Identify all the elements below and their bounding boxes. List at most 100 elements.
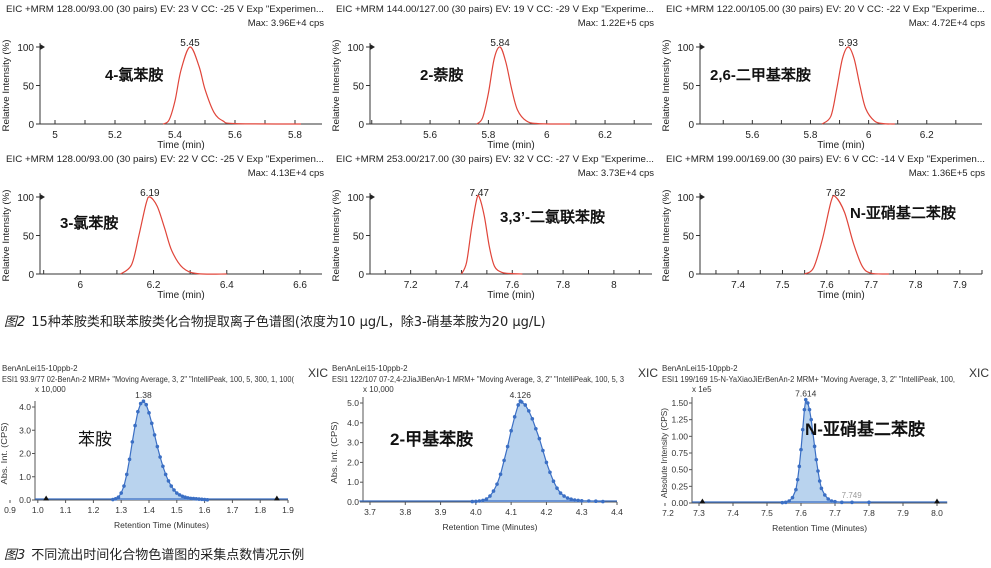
y-tick-label: 100 bbox=[677, 193, 694, 204]
x-tick-label: 5.6 bbox=[228, 130, 242, 141]
x-tick-label: 0.9 bbox=[4, 505, 16, 515]
x-tick-label: 7.4 bbox=[455, 280, 469, 291]
data-point bbox=[474, 499, 478, 504]
x-tick-label: 7.8 bbox=[556, 280, 570, 291]
x-tick-label: 4.1 bbox=[505, 507, 517, 517]
chromatogram-trace bbox=[821, 46, 895, 125]
data-point bbox=[780, 500, 785, 505]
data-point bbox=[163, 472, 168, 477]
xic-tag: XIC bbox=[308, 366, 328, 380]
compound-name: N-亚硝基二苯胺 bbox=[850, 204, 956, 222]
data-point bbox=[530, 417, 535, 421]
data-point bbox=[127, 457, 132, 462]
data-point bbox=[806, 401, 810, 405]
y-tick-label: 0 bbox=[688, 120, 694, 131]
data-point bbox=[183, 495, 187, 500]
x-tick-label: 5.8 bbox=[804, 130, 818, 141]
data-point bbox=[498, 472, 503, 477]
integration-marker-icon bbox=[934, 498, 940, 504]
data-point bbox=[122, 484, 126, 488]
y-tick-label: 3.0 bbox=[19, 425, 31, 435]
data-point bbox=[594, 499, 598, 504]
max-intensity: Max: 3.73E+4 cps bbox=[578, 168, 655, 179]
x-tick-label: 7.8 bbox=[909, 280, 923, 291]
peak-area bbox=[112, 401, 208, 500]
y-tick-label: 50 bbox=[353, 232, 365, 243]
data-point bbox=[202, 497, 207, 502]
x-tick-label: 6 bbox=[78, 280, 84, 291]
y-axis-label: Relative Intensity (%) bbox=[1, 190, 12, 282]
data-point bbox=[809, 417, 813, 422]
xic-tag: XIC bbox=[638, 366, 658, 380]
figure2-caption: 图2 15种苯胺类和联苯胺类化合物提取离子色谱图(浓度为10 μg/L，除3-硝基… bbox=[4, 311, 546, 330]
y-tick-label: 50 bbox=[683, 232, 695, 243]
data-point bbox=[186, 496, 190, 500]
compound-name: 2,6-二甲基苯胺 bbox=[710, 66, 811, 84]
x-axis-label: Retention Time (Minutes) bbox=[443, 522, 538, 532]
y-multiplier: x 10,000 bbox=[35, 385, 66, 394]
chart-title: ESI1 93.9/77 02-BenAn-2 MRM+ "Moving Ave… bbox=[2, 375, 294, 384]
y-axis-label: Abs. Int. (CPS) bbox=[330, 421, 339, 483]
data-point bbox=[565, 496, 570, 500]
data-point bbox=[130, 440, 135, 444]
peak-label: 6.19 bbox=[140, 188, 160, 199]
eic-chart: EIC +MRM 144.00/127.00 (30 pairs) EV: 19… bbox=[331, 4, 654, 151]
x-tick-label: 7.5 bbox=[761, 508, 773, 518]
chart-title: EIC +MRM 144.00/127.00 (30 pairs) EV: 19… bbox=[336, 4, 654, 15]
data-point bbox=[829, 499, 834, 503]
y-tick-label: 1.50 bbox=[671, 398, 688, 408]
x-tick-label: 4.3 bbox=[576, 507, 588, 517]
x-tick-label: 1.1 bbox=[60, 505, 72, 515]
data-point bbox=[197, 497, 201, 501]
data-point bbox=[509, 428, 513, 433]
y-axis-arrow-icon bbox=[700, 44, 705, 50]
data-point bbox=[172, 488, 176, 492]
data-point bbox=[116, 495, 121, 500]
y-tick-label: 100 bbox=[17, 43, 34, 54]
chart-title: EIC +MRM 199.00/169.00 (30 pairs) EV: 6 … bbox=[666, 154, 985, 165]
peak-label: 7.47 bbox=[470, 188, 490, 199]
x-axis-label: Time (min) bbox=[157, 290, 204, 300]
compound-name: 2-萘胺 bbox=[420, 66, 463, 84]
x-tick-label: 5.8 bbox=[481, 130, 495, 141]
secondary-peak-label: 7.749 bbox=[842, 491, 863, 500]
y-tick-label: 2.0 bbox=[19, 449, 31, 459]
eic-chart: EIC +MRM 128.00/93.00 (30 pairs) EV: 23 … bbox=[1, 4, 324, 151]
data-point bbox=[205, 497, 210, 502]
eic-panel-2-naphthylamine: EIC +MRM 144.00/127.00 (30 pairs) EV: 19… bbox=[330, 0, 660, 155]
data-point bbox=[576, 498, 580, 503]
x-tick-label: 7.9 bbox=[953, 280, 967, 291]
y-tick-label: 50 bbox=[683, 82, 695, 93]
x-tick-label: 6.2 bbox=[920, 130, 934, 141]
data-point bbox=[537, 436, 542, 441]
xic-panel-2-methylaniline: BenAnLei15-10ppb-2 ESI1 122/107 07-2,4-2J… bbox=[330, 363, 660, 540]
data-point bbox=[569, 497, 573, 502]
max-intensity: Max: 1.36E+5 cps bbox=[909, 168, 986, 179]
data-point bbox=[799, 447, 803, 452]
y-tick-label: 0.0 bbox=[347, 497, 359, 507]
peak-label: 7.62 bbox=[826, 188, 846, 199]
data-point bbox=[787, 499, 791, 503]
integration-marker-icon bbox=[699, 498, 706, 504]
x-tick-label: 7.6 bbox=[505, 280, 519, 291]
eic-chart: EIC +MRM 128.00/93.00 (30 pairs) EV: 22 … bbox=[1, 154, 324, 301]
data-point bbox=[166, 479, 171, 483]
xic-chart: BenAnLei15-10ppb-2 ESI1 93.9/77 02-BenAn-… bbox=[0, 364, 328, 530]
chromatogram-trace bbox=[476, 46, 571, 125]
y-axis-label: Abs. Int. (CPS) bbox=[0, 422, 9, 484]
data-point bbox=[544, 460, 549, 465]
peak-label: 5.93 bbox=[839, 38, 859, 49]
x-tick-label: 1.2 bbox=[87, 505, 99, 515]
x-tick-label: 7.3 bbox=[693, 508, 705, 518]
peak-label: 7.614 bbox=[795, 389, 817, 399]
compound-name: 3-氯苯胺 bbox=[60, 214, 118, 232]
chart-title: EIC +MRM 122.00/105.00 (30 pairs) EV: 20… bbox=[666, 4, 985, 15]
x-tick-label: 6 bbox=[544, 130, 550, 141]
x-tick-label: 6 bbox=[866, 130, 872, 141]
data-point bbox=[158, 455, 162, 459]
compound-name: N-亚硝基二苯胺 bbox=[805, 419, 925, 439]
y-tick-label: 5.0 bbox=[347, 398, 359, 408]
eic-chart: EIC +MRM 199.00/169.00 (30 pairs) EV: 6 … bbox=[661, 154, 986, 301]
x-tick-label: 5.4 bbox=[168, 130, 182, 141]
y-tick-label: 0.25 bbox=[671, 481, 688, 491]
